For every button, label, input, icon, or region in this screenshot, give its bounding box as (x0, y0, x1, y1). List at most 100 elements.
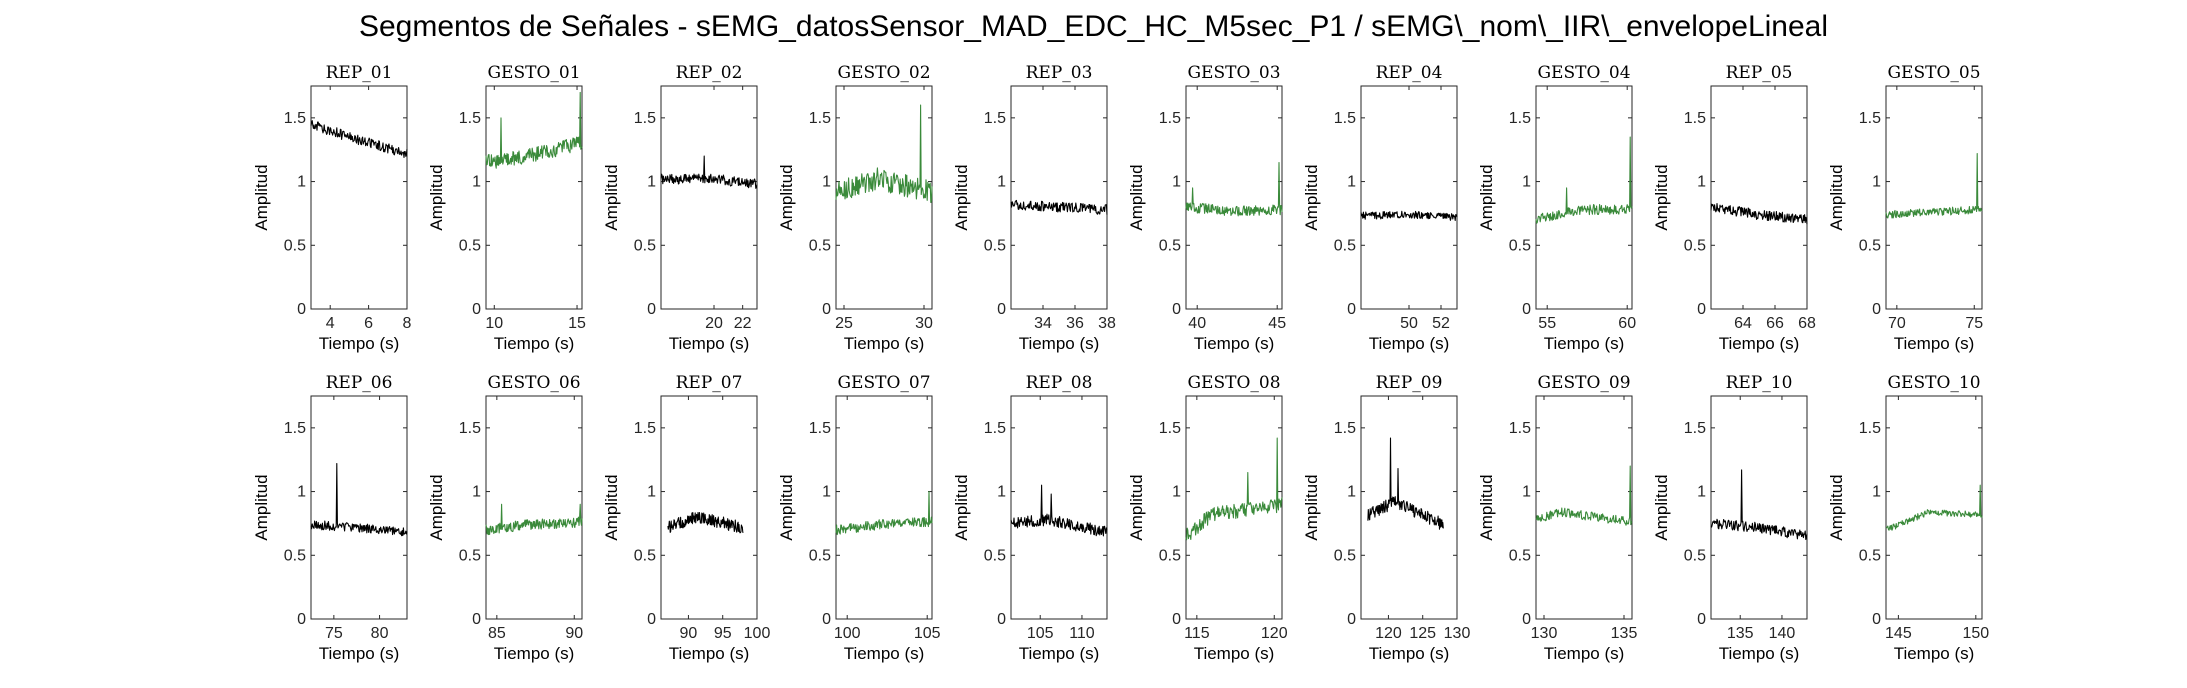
y-tick-label: 0 (1872, 301, 1881, 318)
axes-box (835, 395, 933, 620)
y-tick-label: 1 (997, 484, 1006, 501)
signal-trace (310, 462, 408, 537)
x-tick-label: 90 (680, 625, 698, 642)
y-axis-label: Amplitud (602, 474, 621, 540)
y-tick-label: 0.5 (1334, 547, 1356, 564)
y-axis-label: Amplitud (952, 164, 971, 230)
y-tick-label: 0.5 (1159, 547, 1181, 564)
x-axis-label: Tiempo (s) (1719, 334, 1800, 353)
x-tick-label: 105 (1027, 625, 1054, 642)
y-tick-label: 1.5 (459, 110, 481, 127)
y-tick-label: 1 (1522, 484, 1531, 501)
x-tick-label: 66 (1766, 315, 1784, 332)
subplot-rep-02: 0 0.5 1 1.5 20 22 REP_02 Tiempo (s) Amplitud (602, 63, 758, 353)
x-axis-label: Tiempo (s) (1369, 644, 1450, 663)
y-tick-label: 1 (997, 174, 1006, 191)
subplot-rep-04: 0 0.5 1 1.5 50 52 REP_04 Tiempo (s) Amplitud (1302, 63, 1458, 353)
signal-trace (1185, 437, 1283, 541)
y-tick-label: 0.5 (1509, 547, 1531, 564)
y-tick-label: 0.5 (1509, 237, 1531, 254)
y-tick-label: 1.5 (1334, 420, 1356, 437)
signal-trace (835, 491, 933, 536)
axes-box (1885, 395, 1983, 620)
x-tick-label: 52 (1432, 315, 1450, 332)
y-tick-label: 1 (1347, 174, 1356, 191)
y-tick-label: 0.5 (284, 547, 306, 564)
y-tick-label: 1 (1522, 174, 1531, 191)
subplot-gesto-10: 0 0.5 1 1.5 145 150 GESTO_10 Tiempo (s) Amplitud (1827, 373, 1989, 663)
y-tick-label: 0.5 (1334, 237, 1356, 254)
subplot-gesto-06: 0 0.5 1 1.5 85 90 GESTO_06 Tiempo (s) Amplitud (427, 373, 583, 663)
y-axis-label: Amplitud (1127, 474, 1146, 540)
signal-trace (1367, 437, 1444, 530)
y-tick-label: 0 (1522, 611, 1531, 628)
x-tick-label: 15 (568, 315, 586, 332)
subplot-title: REP_03 (1026, 63, 1093, 83)
y-tick-label: 1 (472, 484, 481, 501)
x-tick-label: 150 (1962, 625, 1989, 642)
subplot-title: REP_04 (1376, 63, 1443, 83)
subplot-rep-10: 0 0.5 1 1.5 135 140 REP_10 Tiempo (s) Amplitud (1652, 373, 1808, 663)
subplot-gesto-08: 0 0.5 1 1.5 115 120 GESTO_08 Tiempo (s) Amplitud (1127, 373, 1288, 663)
subplot-gesto-09: 0 0.5 1 1.5 130 135 GESTO_09 Tiempo (s) Amplitud (1477, 373, 1637, 663)
x-axis-label: Tiempo (s) (844, 644, 925, 663)
y-tick-label: 1.5 (1159, 110, 1181, 127)
y-tick-label: 1.5 (1859, 420, 1881, 437)
y-tick-label: 1 (472, 174, 481, 191)
y-tick-label: 1.5 (1684, 110, 1706, 127)
y-tick-label: 1.5 (634, 110, 656, 127)
axes-box (1010, 395, 1108, 620)
y-tick-label: 1.5 (809, 110, 831, 127)
x-tick-label: 115 (1184, 625, 1210, 642)
x-tick-label: 25 (835, 315, 853, 332)
x-tick-label: 120 (1375, 625, 1402, 642)
subplot-gesto-05: 0 0.5 1 1.5 70 75 GESTO_05 Tiempo (s) Amplitud (1827, 63, 1983, 353)
x-axis-label: Tiempo (s) (844, 334, 925, 353)
x-axis-label: Tiempo (s) (1194, 334, 1275, 353)
y-tick-label: 0 (822, 301, 831, 318)
subplot-title: REP_05 (1726, 63, 1793, 83)
x-axis-label: Tiempo (s) (1194, 644, 1275, 663)
subplot-title: REP_02 (676, 63, 743, 83)
x-tick-label: 100 (834, 625, 861, 642)
signal-trace (1535, 465, 1633, 526)
subplot-rep-06: 0 0.5 1 1.5 75 80 REP_06 Tiempo (s) Amplitud (252, 373, 408, 663)
y-tick-label: 0 (1347, 301, 1356, 318)
signal-trace (1535, 136, 1633, 224)
x-tick-label: 145 (1885, 625, 1912, 642)
y-tick-label: 1.5 (1684, 420, 1706, 437)
subplot-title: GESTO_05 (1887, 63, 1980, 83)
x-tick-label: 100 (744, 625, 771, 642)
axes-box (660, 85, 758, 310)
y-axis-label: Amplitud (427, 474, 446, 540)
y-tick-label: 0 (1522, 301, 1531, 318)
y-tick-label: 1.5 (459, 420, 481, 437)
y-tick-label: 1.5 (809, 420, 831, 437)
x-axis-label: Tiempo (s) (669, 334, 750, 353)
x-axis-label: Tiempo (s) (1544, 644, 1625, 663)
x-tick-label: 45 (1268, 315, 1286, 332)
y-tick-label: 1 (1172, 174, 1181, 191)
x-axis-label: Tiempo (s) (494, 644, 575, 663)
x-tick-label: 80 (371, 625, 389, 642)
y-axis-label: Amplitud (427, 164, 446, 230)
subplot-rep-01: 0 0.5 1 1.5 4 6 8 REP_01 Tiempo (s) Amplitud (252, 63, 412, 353)
x-axis-label: Tiempo (s) (319, 644, 400, 663)
y-tick-label: 0 (822, 611, 831, 628)
signal-trace (1710, 203, 1808, 225)
x-tick-label: 6 (364, 315, 373, 332)
axes-box (1535, 395, 1633, 620)
x-axis-label: Tiempo (s) (1544, 334, 1625, 353)
y-axis-label: Amplitud (1302, 164, 1321, 230)
x-tick-label: 120 (1261, 625, 1288, 642)
y-tick-label: 0 (997, 611, 1006, 628)
y-tick-label: 0.5 (809, 547, 831, 564)
y-axis-label: Amplitud (1477, 164, 1496, 230)
y-tick-label: 0.5 (984, 547, 1006, 564)
axes-box (485, 395, 583, 620)
signal-trace (485, 91, 583, 169)
signal-trace (1710, 469, 1808, 541)
y-tick-label: 1 (1872, 484, 1881, 501)
axes-box (1185, 395, 1283, 620)
